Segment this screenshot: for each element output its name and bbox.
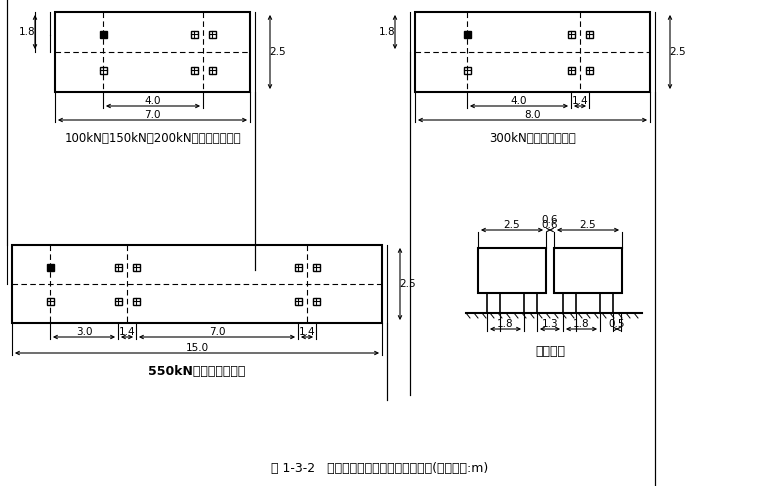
Bar xyxy=(208,67,216,73)
Text: 1.8: 1.8 xyxy=(19,27,35,37)
Text: 300kN汽车的平面尺寸: 300kN汽车的平面尺寸 xyxy=(489,132,576,144)
Text: 1.4: 1.4 xyxy=(119,327,135,337)
Text: 7.0: 7.0 xyxy=(209,327,225,337)
Text: 1.4: 1.4 xyxy=(572,96,588,106)
Bar xyxy=(12,245,382,323)
Bar xyxy=(46,263,53,271)
Text: 图 1-3-2   各级汽车的平面尺寸和横向布置(尺寸单位:m): 图 1-3-2 各级汽车的平面尺寸和横向布置(尺寸单位:m) xyxy=(271,462,489,474)
Bar xyxy=(585,31,593,37)
Bar xyxy=(115,297,122,305)
Bar xyxy=(464,67,470,73)
Text: 1.8: 1.8 xyxy=(497,319,514,329)
Bar xyxy=(600,293,613,313)
Bar xyxy=(464,31,470,37)
Bar xyxy=(132,297,140,305)
Bar xyxy=(46,297,53,305)
Text: 7.0: 7.0 xyxy=(144,110,161,120)
Text: 1.8: 1.8 xyxy=(573,319,590,329)
Bar xyxy=(312,263,319,271)
Bar xyxy=(478,248,546,293)
Text: 8.0: 8.0 xyxy=(524,110,541,120)
Text: 1.4: 1.4 xyxy=(299,327,315,337)
Text: 0.6: 0.6 xyxy=(542,215,559,225)
Text: 550kN汽车的平面尺寸: 550kN汽车的平面尺寸 xyxy=(148,364,245,378)
Text: 2.5: 2.5 xyxy=(270,47,287,57)
Bar xyxy=(568,67,575,73)
Bar xyxy=(100,67,106,73)
Text: 4.0: 4.0 xyxy=(511,96,527,106)
Bar xyxy=(295,297,302,305)
Text: 100kN、150kN、200kN汽车的平面尺寸: 100kN、150kN、200kN汽车的平面尺寸 xyxy=(64,132,241,144)
Text: 1.3: 1.3 xyxy=(542,319,559,329)
Bar xyxy=(55,12,250,92)
Bar xyxy=(415,12,650,92)
Text: 1.8: 1.8 xyxy=(378,27,395,37)
Text: 2.5: 2.5 xyxy=(580,220,597,230)
Bar xyxy=(100,31,106,37)
Text: 15.0: 15.0 xyxy=(185,343,208,353)
Text: 2.5: 2.5 xyxy=(400,279,416,289)
Bar xyxy=(191,67,198,73)
Text: 0.5: 0.5 xyxy=(609,319,625,329)
Bar xyxy=(524,293,537,313)
Text: 3.0: 3.0 xyxy=(76,327,92,337)
Text: 4.0: 4.0 xyxy=(144,96,161,106)
Bar xyxy=(295,263,302,271)
Bar xyxy=(312,297,319,305)
Text: 2.5: 2.5 xyxy=(670,47,686,57)
Bar xyxy=(563,293,576,313)
Text: 2.5: 2.5 xyxy=(504,220,521,230)
Bar xyxy=(554,248,622,293)
Bar xyxy=(132,263,140,271)
Bar xyxy=(585,67,593,73)
Text: 0.6: 0.6 xyxy=(542,220,559,230)
Bar xyxy=(191,31,198,37)
Bar xyxy=(568,31,575,37)
Bar xyxy=(208,31,216,37)
Bar xyxy=(115,263,122,271)
Bar xyxy=(487,293,500,313)
Text: 横向布置: 横向布置 xyxy=(535,345,565,358)
